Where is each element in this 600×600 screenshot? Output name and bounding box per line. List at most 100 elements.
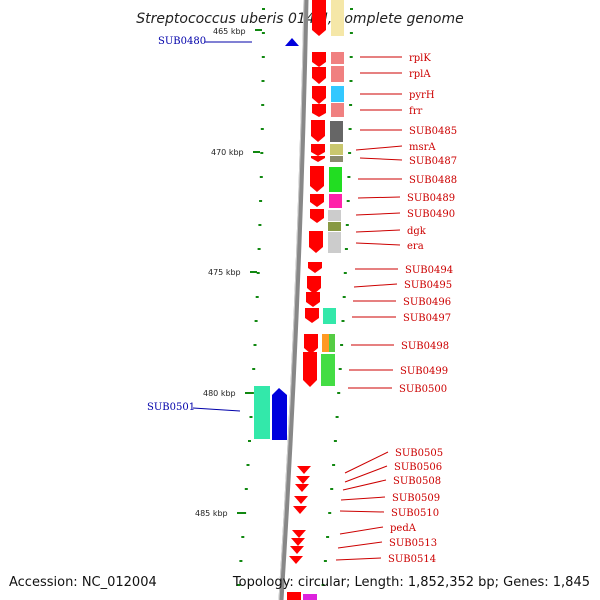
gene-arrow[interactable]	[311, 156, 325, 162]
category-box[interactable]	[330, 121, 343, 142]
scale-tick	[250, 392, 254, 394]
gene-arrow[interactable]	[310, 194, 324, 207]
kbp-tick-mark	[237, 512, 244, 514]
gene-label-SUB0508[interactable]: SUB0508	[393, 476, 441, 487]
gene-arrow[interactable]	[312, 86, 326, 104]
gene-arrow[interactable]	[310, 209, 324, 223]
gene-arrow[interactable]	[294, 496, 308, 504]
gene-arrow[interactable]	[297, 466, 311, 474]
map-title: Streptococcus uberis 0140J, complete gen…	[136, 11, 463, 27]
kbp-tick-mark	[255, 29, 262, 31]
gene-label-SUB0498[interactable]: SUB0498	[401, 341, 449, 352]
gene-arrow[interactable]	[303, 352, 317, 387]
category-box[interactable]	[323, 308, 336, 324]
category-box[interactable]	[331, 103, 344, 117]
gene-arrow[interactable]	[290, 546, 304, 554]
gene-label-rplA[interactable]: rplA	[409, 69, 431, 80]
scale-tick	[244, 488, 248, 490]
scale-tick	[348, 152, 352, 154]
gene-arrow[interactable]	[311, 120, 325, 142]
gene-label-SUB0490[interactable]: SUB0490	[407, 209, 455, 220]
gene-arrow[interactable]	[289, 556, 303, 564]
category-box[interactable]	[330, 156, 343, 162]
gene-label-SUB0488[interactable]: SUB0488	[409, 175, 457, 186]
scale-tick	[335, 416, 339, 418]
gene-arrow[interactable]	[305, 308, 319, 323]
gene-arrow[interactable]	[296, 476, 310, 484]
gene-label-SUB0505[interactable]: SUB0505	[395, 448, 443, 459]
gene-arrow[interactable]	[308, 262, 322, 273]
category-box[interactable]	[331, 52, 344, 64]
gene-label-SUB0494[interactable]: SUB0494	[405, 265, 453, 276]
reverse-gene-labels: SUB0480 SUB0501	[147, 36, 206, 413]
category-box[interactable]	[328, 210, 341, 221]
gene-label-SUB0510[interactable]: SUB0510	[391, 508, 439, 519]
category-box[interactable]	[331, 66, 344, 82]
gene-arrow[interactable]	[295, 484, 309, 492]
gene-arrow[interactable]	[312, 67, 326, 84]
gene-label-SUB0500[interactable]: SUB0500	[399, 384, 447, 395]
scale-tick	[252, 368, 256, 370]
gene-arrow[interactable]	[312, 0, 326, 36]
gene-label-SUB0501[interactable]: SUB0501	[147, 402, 195, 413]
gene-arrow[interactable]	[306, 292, 320, 307]
category-box[interactable]	[331, 86, 344, 102]
gene-label-SUB0509[interactable]: SUB0509	[392, 493, 440, 504]
gene-label-SUB0506[interactable]: SUB0506	[394, 462, 442, 473]
gene-label-pedA[interactable]: pedA	[390, 523, 417, 534]
gene-label-SUB0497[interactable]: SUB0497	[403, 313, 451, 324]
gene-label-SUB0487[interactable]: SUB0487	[409, 156, 457, 167]
scale-tick	[332, 464, 336, 466]
gene-arrow[interactable]	[309, 231, 323, 253]
forward-strand-genes	[287, 0, 326, 600]
gene-label-dgk[interactable]: dgk	[407, 226, 427, 237]
gene-label-SUB0496[interactable]: SUB0496	[403, 297, 451, 308]
kbp-label: 465 kbp	[213, 27, 246, 36]
gene-arrow[interactable]	[311, 144, 325, 156]
category-box[interactable]	[328, 232, 341, 253]
gene-label-SUB0485[interactable]: SUB0485	[409, 126, 457, 137]
category-box[interactable]	[331, 0, 344, 36]
category-box[interactable]	[328, 222, 341, 231]
category-box[interactable]	[329, 334, 335, 352]
category-box[interactable]	[254, 386, 270, 439]
scale-tick	[261, 80, 265, 82]
category-box[interactable]	[330, 144, 343, 155]
gene-arrow[interactable]	[304, 334, 318, 354]
scale-tick	[260, 152, 264, 154]
gene-arrow[interactable]	[293, 506, 307, 514]
gene-arrow[interactable]	[312, 104, 326, 117]
gene-arrow[interactable]	[310, 166, 324, 192]
gene-label-SUB0495[interactable]: SUB0495	[404, 280, 452, 291]
gene-arrow-reverse[interactable]	[272, 388, 287, 440]
scale-tick	[259, 200, 263, 202]
leader-line	[359, 157, 403, 161]
gene-label-era[interactable]: era	[407, 241, 424, 252]
leader-line	[344, 465, 388, 483]
gene-arrow-reverse[interactable]	[285, 38, 299, 46]
category-box[interactable]	[321, 354, 335, 386]
scale-tick	[248, 440, 251, 442]
gene-arrow[interactable]	[312, 52, 326, 67]
gene-label-pyrH[interactable]: pyrH	[409, 90, 435, 101]
gene-label-msrA[interactable]: msrA	[409, 142, 436, 153]
category-box[interactable]	[322, 334, 329, 352]
scale-tick	[349, 104, 353, 106]
gene-label-rplK[interactable]: rplK	[409, 53, 431, 64]
scale-ticks	[237, 8, 353, 586]
gene-arrow[interactable]	[291, 538, 305, 546]
gene-label-SUB0480[interactable]: SUB0480	[158, 36, 206, 47]
gene-arrow[interactable]	[292, 530, 306, 538]
gene-label-SUB0489[interactable]: SUB0489	[407, 193, 455, 204]
gene-label-SUB0514[interactable]: SUB0514	[388, 554, 436, 565]
gene-arrow[interactable]	[287, 592, 301, 600]
scale-tick	[262, 8, 265, 10]
gene-arrow[interactable]	[307, 276, 321, 294]
category-box[interactable]	[303, 594, 317, 600]
category-box[interactable]	[329, 167, 342, 192]
forward-gene-labels: rplK rplA pyrH frr SUB0485 msrA SUB0487 …	[388, 53, 457, 565]
gene-label-frr[interactable]: frr	[409, 106, 422, 117]
category-box[interactable]	[329, 194, 342, 208]
gene-label-SUB0513[interactable]: SUB0513	[389, 538, 437, 549]
gene-label-SUB0499[interactable]: SUB0499	[400, 366, 448, 377]
